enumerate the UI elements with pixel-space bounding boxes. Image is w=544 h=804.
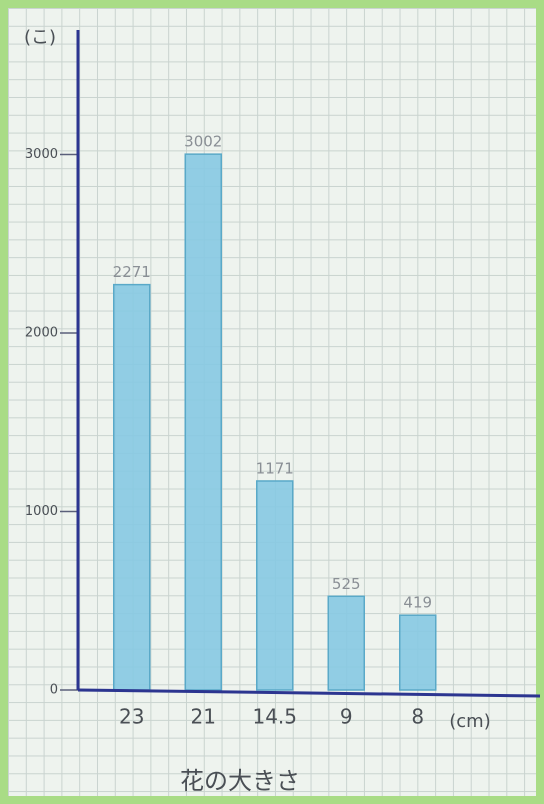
x-tick-label: 23	[119, 705, 144, 729]
x-tick-label: 8	[411, 705, 424, 729]
x-axis-title: 花の大きさ	[180, 767, 300, 795]
value-label: 2271	[113, 263, 151, 281]
bar	[256, 480, 294, 691]
bar	[399, 614, 437, 691]
y-axis-label: (こ)	[24, 27, 56, 48]
y-tick-label: 2000	[25, 326, 58, 341]
value-label: 3002	[184, 133, 222, 151]
graph-paper	[8, 8, 536, 796]
bar	[113, 283, 151, 691]
bar	[184, 153, 222, 691]
x-tick-label: 14.5	[252, 705, 297, 729]
value-label: 1171	[256, 459, 294, 477]
value-label: 419	[403, 594, 432, 612]
x-tick-label: 9	[340, 705, 353, 729]
x-tick-label: 21	[191, 705, 216, 729]
y-tick-label: 3000	[25, 147, 58, 162]
x-unit: (cm)	[449, 711, 490, 732]
y-tick-label: 1000	[25, 504, 58, 519]
bar	[327, 595, 365, 691]
x-axis	[77, 688, 541, 698]
y-tick-label: 0	[50, 683, 58, 698]
value-label: 525	[332, 575, 361, 593]
